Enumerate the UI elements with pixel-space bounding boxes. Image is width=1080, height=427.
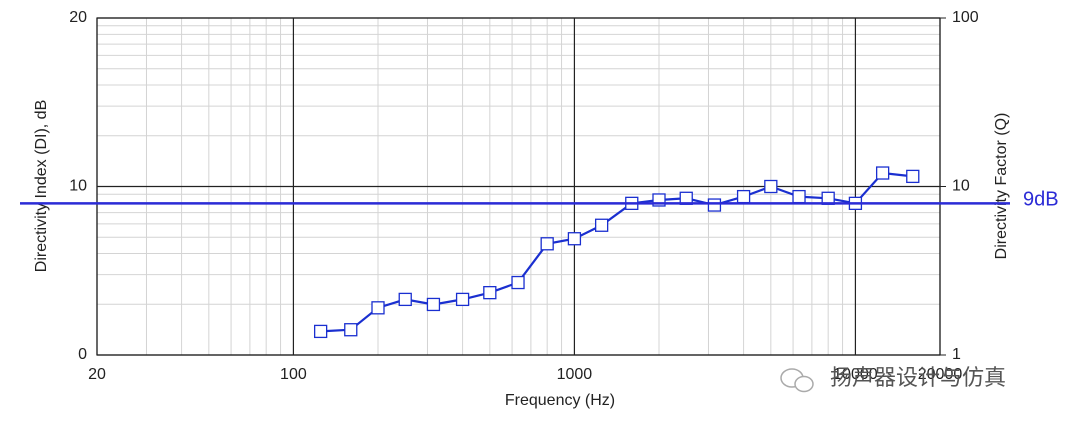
y2-tick-label: 1 bbox=[952, 346, 961, 363]
marker bbox=[736, 189, 751, 204]
x-tick-label: 100 bbox=[280, 366, 307, 383]
x-tick-label: 1000 bbox=[557, 366, 593, 383]
x-tick-label: 20 bbox=[88, 366, 106, 383]
marker bbox=[875, 166, 890, 180]
marker bbox=[455, 292, 470, 307]
reference-label: 9dB bbox=[1023, 189, 1059, 211]
marker bbox=[511, 275, 525, 290]
y-tick-label: 20 bbox=[69, 9, 87, 26]
marker bbox=[426, 297, 441, 312]
marker bbox=[344, 323, 358, 337]
marker bbox=[707, 198, 722, 212]
x-axis-label: Frequency (Hz) bbox=[505, 392, 615, 409]
watermark-icon bbox=[780, 368, 814, 393]
y-tick-label: 0 bbox=[78, 346, 87, 363]
marker bbox=[764, 179, 778, 194]
marker bbox=[483, 286, 497, 300]
marker bbox=[540, 237, 554, 251]
y-tick-label: 10 bbox=[69, 178, 87, 195]
y2-tick-label: 100 bbox=[952, 9, 979, 26]
series-line bbox=[320, 171, 913, 333]
marker bbox=[594, 218, 609, 232]
x-tick-label: 10000 bbox=[833, 366, 878, 383]
watermark: 扬声器设计与仿真 bbox=[830, 365, 1006, 390]
marker bbox=[906, 169, 920, 184]
marker bbox=[313, 324, 328, 339]
marker bbox=[398, 292, 412, 307]
marker bbox=[371, 301, 385, 315]
x-tick-label: 20000 bbox=[918, 366, 963, 383]
marker bbox=[567, 232, 582, 246]
marker bbox=[792, 189, 806, 204]
y2-tick-label: 10 bbox=[952, 178, 970, 195]
y-axis-label: Directivity Index (DI), dB bbox=[33, 100, 50, 272]
y2-axis-label: Directivity Factor (Q) bbox=[993, 113, 1010, 260]
